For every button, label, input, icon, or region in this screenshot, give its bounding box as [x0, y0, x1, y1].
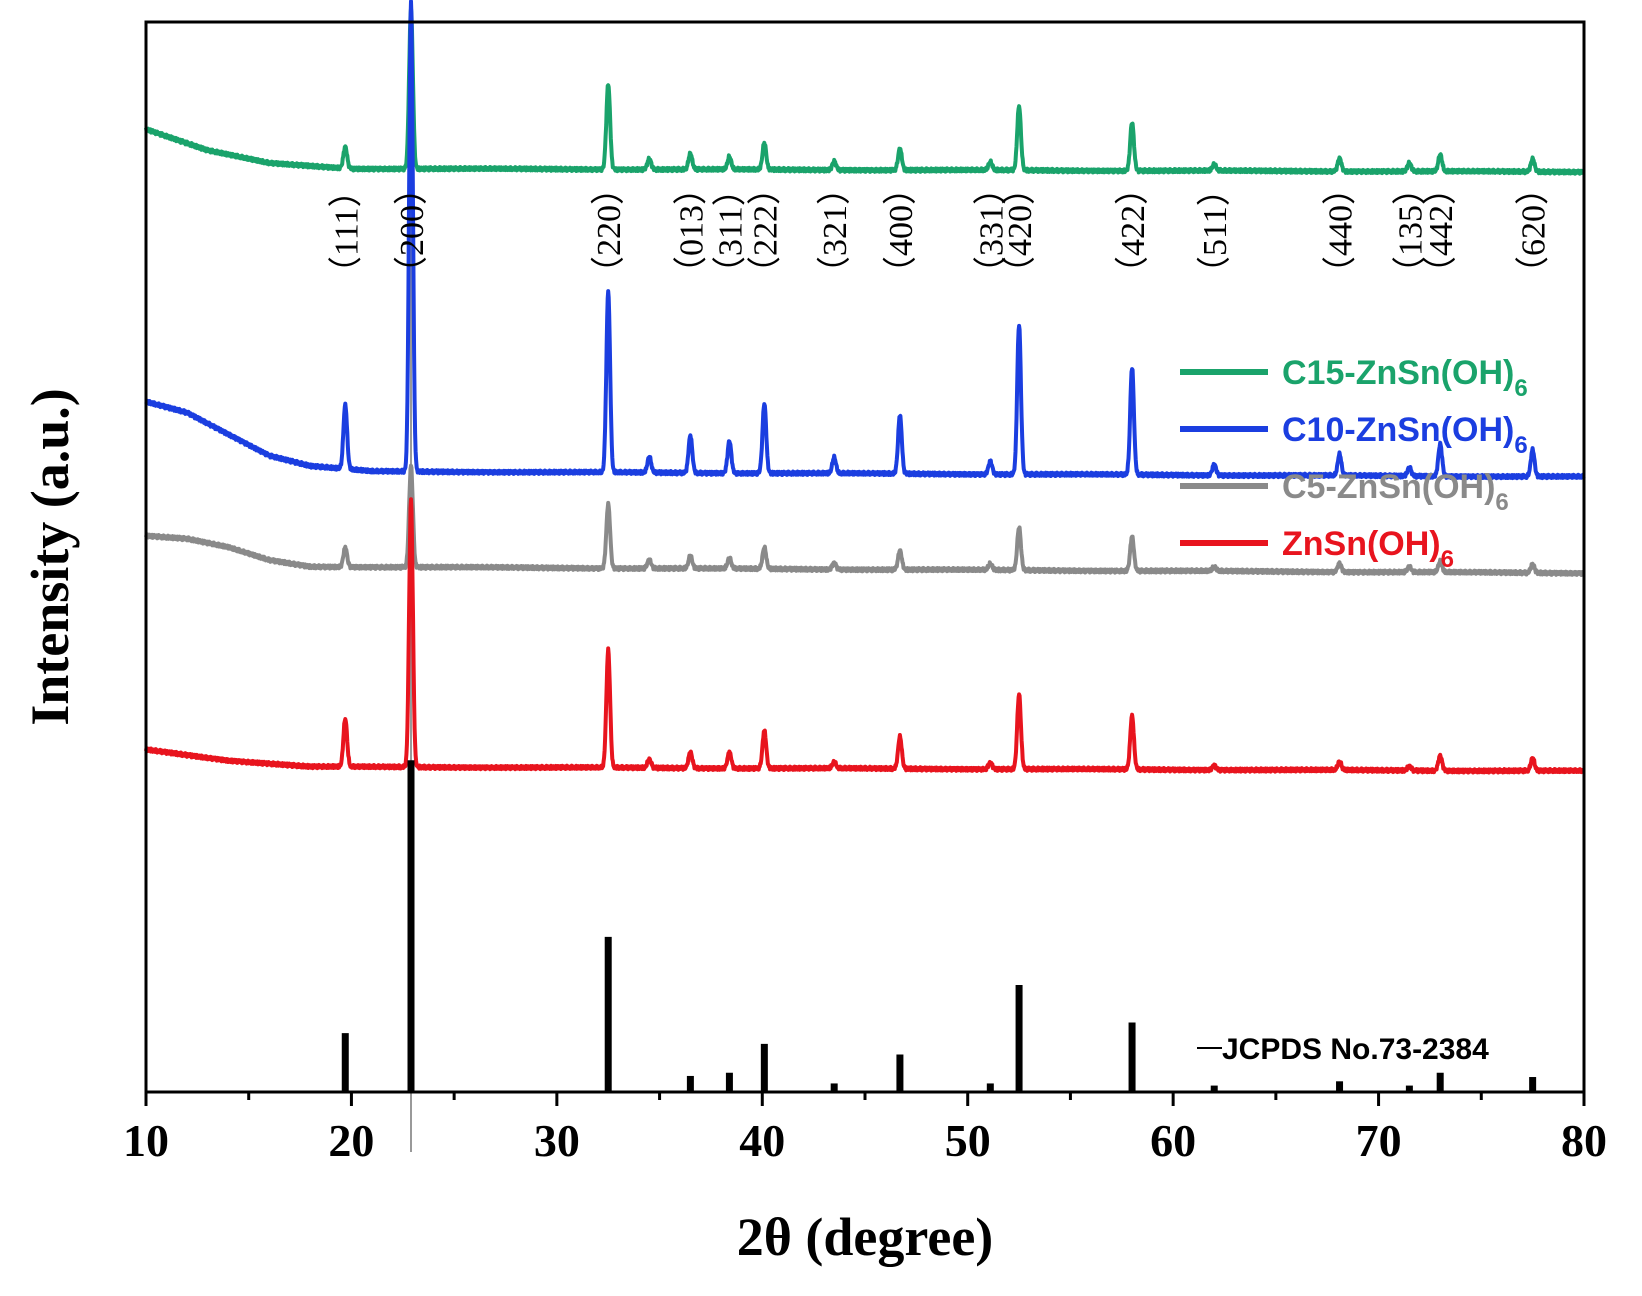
- hkl-label: （135）: [1391, 171, 1429, 290]
- hkl-label: （331）: [972, 171, 1010, 290]
- hkl-label: （222）: [746, 171, 784, 290]
- series-line-2: [144, 463, 1586, 577]
- series-line-0: [144, 6, 1586, 176]
- series-layer: [144, 0, 1586, 1152]
- series-line-3: [144, 497, 1586, 775]
- hkl-label: （420）: [1001, 171, 1039, 290]
- hkl-label: （200）: [393, 171, 431, 290]
- hkl-label: （620）: [1515, 171, 1553, 290]
- x-tick-label: 30: [534, 1115, 580, 1166]
- x-tick-label: 50: [945, 1115, 991, 1166]
- series-line-1: [144, 0, 1586, 481]
- x-tick-label: 40: [739, 1115, 785, 1166]
- x-tick-label: 80: [1561, 1115, 1607, 1166]
- hkl-label: （311）: [711, 172, 749, 290]
- hkl-label: （400）: [882, 171, 920, 290]
- hkl-label: （220）: [590, 171, 628, 290]
- reference-layer: JCPDS No.73-2384: [341, 760, 1537, 1092]
- x-axis: 10 20 30 40 50 60 70 80: [123, 1092, 1607, 1166]
- x-tick-label: 70: [1356, 1115, 1402, 1166]
- reference-legend-label: JCPDS No.73-2384: [1222, 1033, 1489, 1066]
- hkl-label: （321）: [816, 171, 854, 290]
- hkl-label: （422）: [1114, 171, 1152, 290]
- hkl-label: （511）: [1196, 172, 1234, 290]
- x-axis-title: 2θ (degree): [737, 1207, 994, 1267]
- x-tick-label: 10: [123, 1115, 169, 1166]
- hkl-label: （111）: [327, 174, 365, 290]
- x-tick-label: 20: [328, 1115, 374, 1166]
- hkl-label: （440）: [1322, 171, 1360, 290]
- x-tick-label: 60: [1150, 1115, 1196, 1166]
- hkl-annotation-layer: （111） （200） （220） （013） （311）（222） （321） （400）…: [327, 171, 1552, 290]
- y-axis-title: Intensity (a.u.): [20, 388, 80, 726]
- hkl-label: （442）: [1422, 171, 1460, 290]
- hkl-label: （013）: [672, 171, 710, 290]
